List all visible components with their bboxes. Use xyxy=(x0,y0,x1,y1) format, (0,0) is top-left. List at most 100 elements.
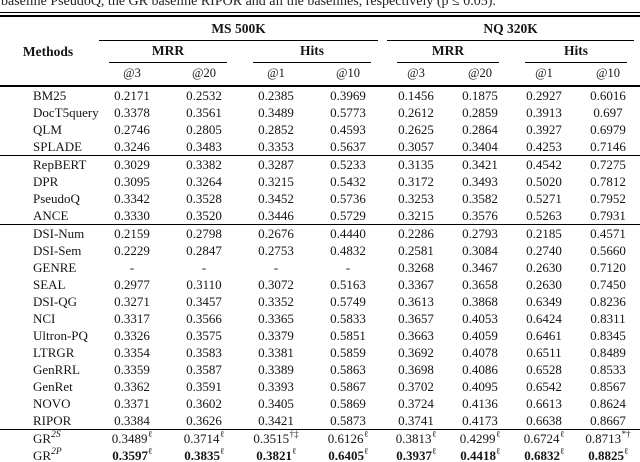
method-name: LTRGR xyxy=(33,345,75,360)
cutoff-label: @20 xyxy=(168,63,240,87)
metric-value: 0.3561 xyxy=(186,105,222,120)
metric-value: 0.4299ℓ xyxy=(459,428,501,446)
significance-marker: †‡ xyxy=(289,428,299,439)
metric-value: 0.6542 xyxy=(526,379,562,394)
method-name: BM25 xyxy=(33,88,67,103)
method-name: SPLADE xyxy=(33,139,83,154)
metric-value: 0.2746 xyxy=(114,122,150,137)
method-name: GenRet xyxy=(33,379,73,394)
metric-value: 0.2793 xyxy=(462,226,498,241)
metric-value: 0.3384 xyxy=(114,413,150,428)
method-name: GENRE xyxy=(33,260,77,275)
metric-value: 0.8311 xyxy=(590,311,626,326)
method-name: DPR xyxy=(33,174,59,189)
metric-group-label: Hits xyxy=(525,41,628,63)
method-superscript: 2S xyxy=(51,429,61,440)
cutoff-label: @3 xyxy=(384,63,449,87)
metric-value: 0.3868 xyxy=(462,294,498,309)
metric-value: 0.6126ℓ xyxy=(327,428,369,446)
metric-value: 0.2847 xyxy=(186,243,222,258)
table-row: GR2P 0.3597ℓ 0.3835ℓ 0.3821ℓ 0.6405ℓ 0.3937ℓ 0… xyxy=(0,445,640,462)
metric-value: 0.3404 xyxy=(462,139,498,154)
metric-value: 0.2927 xyxy=(526,88,562,103)
metric-value: 0.2286 xyxy=(398,226,434,241)
metric-value: 0.4059 xyxy=(462,328,498,343)
metric-value: 0.3057 xyxy=(398,139,434,154)
metric-value: 0.7146 xyxy=(590,139,626,154)
metric-value: 0.3813ℓ xyxy=(395,428,437,446)
table-row: DSI-Num 0.2159 0.2798 0.2676 0.4440 0.2286 0.2… xyxy=(0,225,640,243)
method-name: GenRRL xyxy=(33,362,80,377)
metric-value: 0.3359 xyxy=(114,362,150,377)
metric-value: 0.3371 xyxy=(114,396,150,411)
method-name: RepBERT xyxy=(33,157,87,172)
dataset-header-nq320k: NQ 320K xyxy=(384,18,640,41)
metric-value: 0.3658 xyxy=(462,277,498,292)
method-name: PseudoQ xyxy=(33,191,80,206)
metric-value: 0.3215 xyxy=(258,174,294,189)
metric-value: 0.3330 xyxy=(114,208,150,223)
metric-value: - xyxy=(273,260,279,275)
metric-value: 0.2532 xyxy=(186,88,222,103)
metric-group-label: Hits xyxy=(253,41,372,63)
metric-value: 0.5851 xyxy=(330,328,366,343)
metric-value: 0.3489 xyxy=(258,105,294,120)
metric-value: 0.4173 xyxy=(462,413,498,428)
metric-value: 0.2625 xyxy=(398,122,434,137)
method-group-4: GR2S 0.3489ℓ 0.3714ℓ 0.3515†‡ 0.6126ℓ 0.3813ℓ… xyxy=(0,428,640,462)
cutoff-header-row: @3 @20 @1 @10 @3 @20 @1 @10 xyxy=(0,63,640,87)
metric-value: 0.7450 xyxy=(590,277,626,292)
metric-value: 0.6638 xyxy=(526,413,562,428)
metric-value: 0.4053 xyxy=(462,311,498,326)
metric-value: 0.8825ℓ xyxy=(588,445,628,462)
significance-marker: ℓ xyxy=(624,445,628,456)
metric-value: 0.2581 xyxy=(398,243,434,258)
significance-marker: ℓ xyxy=(220,445,224,456)
metric-value: 0.3457 xyxy=(186,294,222,309)
metric-value: 0.6349 xyxy=(526,294,562,309)
metric-group-mrr-ms: MRR xyxy=(96,41,240,63)
method-name: DSI-Sem xyxy=(33,243,82,258)
metric-value: 0.3084 xyxy=(462,243,498,258)
metric-value: 0.5637 xyxy=(330,139,366,154)
metric-value: 0.8345 xyxy=(590,328,626,343)
significance-marker: ℓ xyxy=(431,428,437,439)
metric-value: 0.2676 xyxy=(258,226,294,241)
metric-value: 0.697 xyxy=(593,105,623,120)
metric-value: 0.3264 xyxy=(186,174,222,189)
metric-value: 0.7812 xyxy=(590,174,626,189)
table-row: GenRRL 0.3359 0.3587 0.3389 0.5863 0.3698 0.40… xyxy=(0,361,640,378)
metric-value: 0.3520 xyxy=(186,208,222,223)
significance-marker: ℓ xyxy=(148,445,152,456)
table-header: Methods MS 500K NQ 320K MRR Hits MRR xyxy=(0,18,640,87)
metric-value: 0.4832 xyxy=(330,243,366,258)
metric-value: 0.3353 xyxy=(258,139,294,154)
metric-value: 0.2171 xyxy=(114,88,150,103)
table-row: RIPOR 0.3384 0.3626 0.3421 0.5873 0.3741 0.417… xyxy=(0,412,640,430)
metric-value: 0.2805 xyxy=(186,122,222,137)
metric-value: 0.3326 xyxy=(114,328,150,343)
dataset-label: MS 500K xyxy=(99,18,379,41)
metric-value: 0.3493 xyxy=(462,174,498,189)
table-row: DSI-Sem 0.2229 0.2847 0.2753 0.4832 0.2581 0.3… xyxy=(0,242,640,259)
metric-value: - xyxy=(345,260,351,275)
metric-value: 0.5863 xyxy=(330,362,366,377)
metric-value: 0.3172 xyxy=(398,174,434,189)
metric-value: 0.2385 xyxy=(258,88,294,103)
metric-value: 0.2977 xyxy=(114,277,150,292)
metric-value: 0.3342 xyxy=(114,191,150,206)
metric-value: 0.2740 xyxy=(526,243,562,258)
metric-value: 0.3657 xyxy=(398,311,434,326)
method-name: Ultron-PQ xyxy=(33,328,88,343)
metric-value: 0.3393 xyxy=(258,379,294,394)
significance-marker: ℓ xyxy=(495,428,501,439)
metric-group-hits-ms: Hits xyxy=(240,41,384,63)
metric-value: 0.5736 xyxy=(330,191,366,206)
metric-value: 0.3287 xyxy=(258,157,294,172)
metric-value: 0.3626 xyxy=(186,413,222,428)
metric-value: 0.3446 xyxy=(258,208,294,223)
metric-value: 0.3835ℓ xyxy=(184,445,224,462)
metric-value: 0.3821ℓ xyxy=(256,445,296,462)
metric-value: 0.3489ℓ xyxy=(111,428,153,446)
method-name: RIPOR xyxy=(33,413,72,428)
